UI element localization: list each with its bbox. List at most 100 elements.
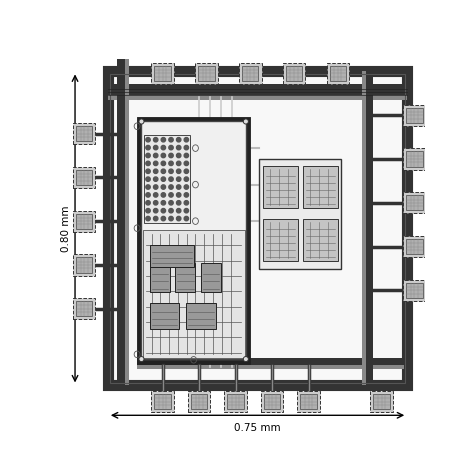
Circle shape [146, 161, 150, 165]
Ellipse shape [139, 119, 144, 124]
Bar [139, 119, 248, 362]
Circle shape [154, 177, 158, 182]
Bar [403, 148, 426, 170]
Circle shape [184, 169, 189, 173]
Circle shape [154, 193, 158, 197]
Circle shape [184, 201, 189, 205]
Bar [76, 257, 92, 273]
Circle shape [154, 185, 158, 189]
Circle shape [161, 193, 165, 197]
Circle shape [176, 153, 181, 158]
Bar [198, 66, 215, 81]
Bar [151, 63, 174, 84]
Circle shape [146, 193, 150, 197]
Circle shape [176, 169, 181, 173]
Bar [145, 136, 190, 223]
Bar [73, 210, 95, 232]
Circle shape [169, 169, 173, 173]
Circle shape [169, 146, 173, 150]
Bar [150, 245, 194, 267]
Circle shape [146, 201, 150, 205]
Circle shape [161, 185, 165, 189]
Bar [151, 391, 174, 412]
Circle shape [161, 137, 165, 142]
Circle shape [184, 185, 189, 189]
Bar [228, 394, 244, 410]
Circle shape [169, 153, 173, 158]
Bar [327, 63, 349, 84]
Circle shape [161, 201, 165, 205]
Bar [191, 394, 207, 410]
Bar [141, 121, 246, 359]
Bar [76, 126, 92, 141]
Bar [155, 394, 171, 410]
Circle shape [184, 137, 189, 142]
Circle shape [161, 161, 165, 165]
Bar [110, 74, 405, 383]
Circle shape [176, 185, 181, 189]
Bar [301, 394, 317, 410]
Bar [155, 66, 171, 81]
Circle shape [146, 153, 150, 158]
Circle shape [176, 193, 181, 197]
Circle shape [176, 209, 181, 213]
Bar [195, 63, 218, 84]
Bar [263, 219, 298, 261]
Bar [365, 72, 373, 385]
Circle shape [184, 177, 189, 182]
Bar [76, 301, 92, 316]
Bar [403, 280, 426, 301]
Ellipse shape [243, 119, 248, 124]
Bar [403, 192, 426, 213]
Bar [108, 95, 407, 100]
Bar [406, 108, 423, 123]
Bar [150, 263, 170, 292]
Circle shape [161, 209, 165, 213]
Circle shape [184, 153, 189, 158]
Bar [186, 303, 216, 329]
Circle shape [184, 146, 189, 150]
Bar [108, 72, 407, 385]
Bar [239, 63, 262, 84]
Circle shape [154, 146, 158, 150]
Circle shape [176, 177, 181, 182]
Circle shape [184, 209, 189, 213]
Circle shape [176, 201, 181, 205]
Circle shape [184, 161, 189, 165]
Bar [137, 358, 403, 365]
Bar [406, 239, 423, 254]
Circle shape [169, 209, 173, 213]
Circle shape [146, 146, 150, 150]
Text: 0.80 mm: 0.80 mm [61, 205, 71, 252]
Circle shape [176, 137, 181, 142]
Circle shape [146, 216, 150, 221]
Bar [264, 394, 280, 410]
Circle shape [154, 137, 158, 142]
Bar [263, 166, 298, 209]
Circle shape [161, 153, 165, 158]
Circle shape [154, 216, 158, 221]
Circle shape [161, 169, 165, 173]
Bar [224, 391, 247, 412]
Circle shape [176, 161, 181, 165]
Bar [259, 159, 341, 269]
Bar [76, 170, 92, 185]
Bar [143, 230, 245, 358]
Bar [297, 391, 320, 412]
Circle shape [146, 177, 150, 182]
Circle shape [154, 161, 158, 165]
Bar [406, 152, 423, 167]
Bar [73, 167, 95, 188]
Circle shape [154, 209, 158, 213]
Bar [303, 166, 338, 209]
Circle shape [169, 177, 173, 182]
Circle shape [146, 209, 150, 213]
Bar [403, 105, 426, 126]
Bar [406, 195, 423, 210]
Ellipse shape [243, 356, 248, 362]
Bar [330, 66, 346, 81]
Bar [362, 72, 365, 385]
Bar [242, 66, 258, 81]
Circle shape [169, 216, 173, 221]
Circle shape [176, 216, 181, 221]
